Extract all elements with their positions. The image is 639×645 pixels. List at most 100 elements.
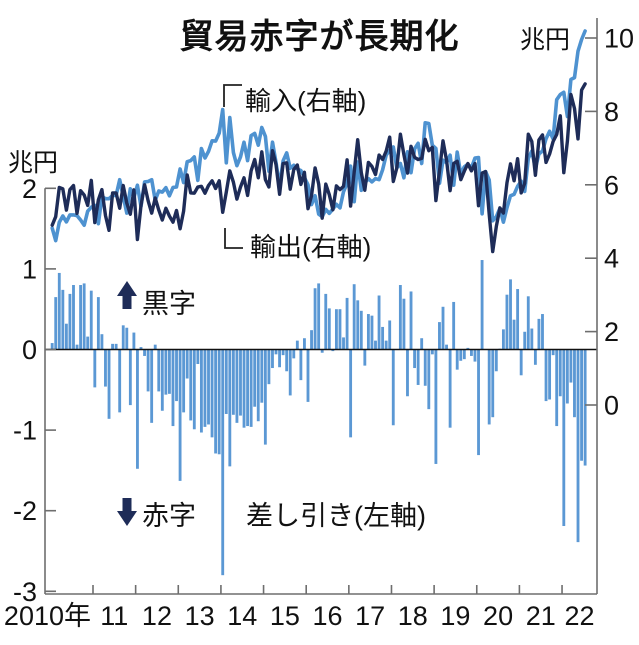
balance-bar (111, 343, 114, 350)
balance-bar (114, 343, 118, 350)
balance-bar (267, 349, 271, 385)
right-axis-tick-label: 8 (604, 97, 619, 127)
balance-bar (544, 349, 548, 402)
right-axis-unit-label: 兆円 (520, 26, 571, 54)
balance-bar (459, 349, 463, 361)
left-axis-unit-label: 兆円 (8, 149, 59, 177)
balance-bar (526, 296, 530, 350)
left-axis-tick-label: 2 (22, 174, 37, 204)
up-arrow-icon (117, 281, 137, 309)
balance-bar (246, 349, 250, 427)
balance-bar (303, 338, 306, 350)
balance-bar (541, 314, 544, 350)
balance-bar (221, 349, 225, 576)
balance-bar (299, 349, 303, 381)
balance-bar (175, 349, 178, 402)
balance-bar (217, 349, 221, 455)
balance-bar (310, 330, 313, 350)
balance-bar (168, 349, 171, 394)
balance-bar (583, 349, 587, 466)
balance-bar (164, 349, 168, 395)
balance-bar (79, 285, 83, 350)
right-axis-tick-label: 4 (604, 244, 619, 274)
balance-bar (388, 320, 392, 350)
balance-bar (182, 349, 186, 413)
left-axis-tick-label: -3 (13, 577, 37, 607)
balance-bar (171, 349, 175, 427)
balance-bar (384, 340, 388, 350)
balance-bar (324, 293, 328, 350)
balance-bar (263, 349, 267, 445)
balance-bar (445, 344, 448, 350)
balance-bar (509, 279, 512, 350)
balance-bar (516, 289, 520, 350)
balance-bar (448, 349, 452, 428)
balance-bar (157, 349, 161, 392)
balance-bar (128, 349, 132, 406)
right-axis-tick-label: 2 (604, 317, 619, 347)
balance-bar (153, 344, 157, 350)
balance-bar (338, 309, 342, 350)
balance-bar (523, 331, 527, 350)
imports-series-label: 輸入(右軸) (245, 86, 367, 116)
balance-bar (409, 291, 413, 350)
balance-bar (196, 349, 200, 365)
balance-bar (160, 349, 164, 411)
balance-bar (413, 349, 417, 369)
balance-bar (466, 347, 470, 350)
balance-bar (423, 349, 427, 386)
balance-bar (533, 349, 537, 365)
balance-bar (505, 294, 509, 350)
balance-bar (519, 349, 523, 376)
right-axis-tick-label: 0 (604, 391, 619, 421)
balance-bar (61, 289, 65, 350)
balance-bar (551, 349, 555, 356)
balance-bar (199, 349, 203, 433)
balance-bar (143, 349, 146, 356)
balance-bar (374, 340, 377, 350)
down-arrow-icon (117, 498, 137, 526)
balance-bar (327, 308, 331, 350)
balance-bar (242, 349, 246, 428)
left-axis-tick-label: -2 (13, 496, 37, 526)
balance-bar (402, 298, 406, 350)
balance-bar (576, 349, 580, 543)
balance-bar (96, 297, 100, 350)
x-axis-label: 18 (398, 601, 428, 631)
balance-bar (288, 349, 292, 396)
exports-line (50, 82, 587, 254)
balance-bar (416, 349, 420, 385)
x-axis-label: 15 (270, 601, 300, 631)
balance-bar (295, 340, 299, 350)
balance-bar (82, 283, 86, 350)
balance-bar (398, 285, 402, 350)
balance-bar (569, 349, 573, 383)
balance-bar (57, 272, 61, 350)
exports-series-label: 輸出(右軸) (250, 232, 372, 262)
balance-bar (271, 349, 274, 369)
balance-bar (100, 334, 104, 350)
balance-bar (345, 297, 349, 350)
balance-bar (462, 349, 466, 360)
balance-bar (573, 349, 576, 418)
balance-bar (565, 349, 569, 404)
balance-bar (434, 349, 438, 464)
x-axis-label: 13 (185, 601, 215, 631)
balance-bar (487, 349, 491, 425)
balance-bar (391, 349, 395, 426)
balance-bar (239, 349, 242, 416)
balance-series-label: 差し引き(左軸) (246, 501, 426, 531)
deficit-annotation: 赤字 (142, 501, 196, 531)
balance-bar (207, 349, 210, 425)
balance-bar (189, 349, 193, 421)
balance-bar (107, 349, 111, 419)
balance-bar (118, 349, 122, 413)
balance-bar (342, 337, 345, 350)
balance-bar (54, 297, 58, 350)
balance-bar (530, 328, 534, 350)
balance-bar (349, 349, 353, 438)
balance-bar (256, 349, 260, 422)
balance-bar (146, 349, 150, 392)
balance-bar (537, 318, 541, 350)
